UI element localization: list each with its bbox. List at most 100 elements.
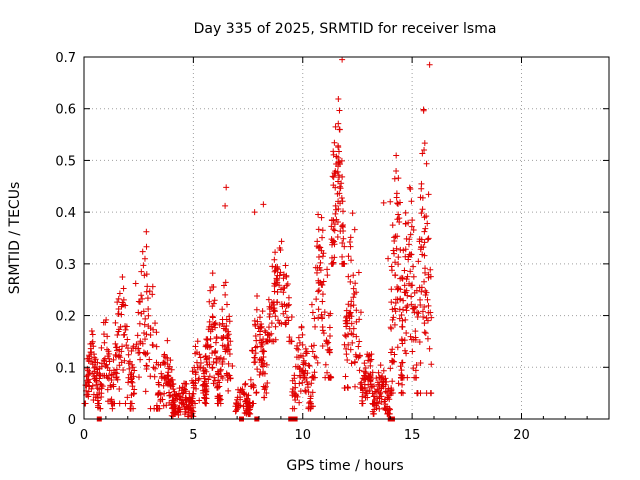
scatter-point: [237, 402, 244, 409]
scatter-point: [407, 231, 414, 238]
scatter-point: [408, 293, 415, 300]
scatter-point: [421, 146, 428, 153]
scatter-point: [147, 325, 154, 332]
scatter-point: [413, 374, 420, 381]
scatter-point: [144, 283, 151, 290]
scatter-point: [340, 228, 347, 235]
scatter-point: [311, 315, 318, 322]
scatter-point: [211, 374, 218, 381]
scatter-point: [289, 386, 296, 393]
scatter-point: [202, 353, 209, 360]
scatter-point: [273, 265, 280, 272]
scatter-point: [311, 369, 318, 376]
scatter-point: [155, 381, 162, 388]
scatter-point: [307, 398, 314, 405]
scatter-point: [141, 255, 148, 262]
scatter-point: [144, 295, 151, 302]
scatter-point: [373, 375, 380, 382]
scatter-point: [338, 180, 345, 187]
scatter-point: [253, 389, 260, 396]
scatter-point: [297, 373, 304, 380]
scatter-point: [110, 383, 117, 390]
scatter-point: [167, 357, 174, 364]
scatter-point: [356, 367, 363, 374]
scatter-point: [319, 298, 326, 305]
scatter-points: [81, 56, 435, 422]
y-tick-label: 0.3: [55, 258, 76, 273]
scatter-point: [302, 387, 309, 394]
scatter-point: [203, 400, 210, 407]
scatter-point: [90, 391, 97, 398]
scatter-point: [150, 364, 157, 371]
scatter-point: [205, 376, 212, 383]
scatter-point: [309, 309, 316, 316]
scatter-point: [314, 359, 321, 366]
scatter-point: [211, 377, 218, 384]
scatter-point: [345, 253, 352, 260]
scatter-point: [242, 380, 249, 387]
scatter-point: [421, 239, 428, 246]
scatter-point: [420, 244, 427, 251]
scatter-point: [412, 367, 419, 374]
scatter-point: [348, 313, 355, 320]
scatter-point: [387, 365, 394, 372]
scatter-point: [265, 324, 272, 331]
scatter-point: [333, 153, 340, 160]
scatter-point: [415, 310, 422, 317]
scatter-point: [365, 353, 372, 360]
scatter-point: [98, 344, 105, 351]
scatter-point: [171, 388, 178, 395]
scatter-point: [211, 320, 218, 327]
scatter-point: [91, 373, 98, 380]
scatter-point: [286, 334, 293, 341]
scatter-point: [277, 269, 284, 276]
scatter-point: [402, 246, 409, 253]
scatter-point: [129, 383, 136, 390]
scatter-point: [388, 357, 395, 364]
scatter-point: [344, 331, 351, 338]
scatter-point: [424, 335, 431, 342]
scatter-point: [307, 393, 314, 400]
scatter-point: [384, 403, 391, 410]
scatter-point: [308, 374, 315, 381]
scatter-point: [217, 366, 224, 373]
scatter-point: [104, 353, 111, 360]
scatter-point: [206, 373, 213, 380]
scatter-point: [334, 233, 341, 240]
scatter-point: [151, 373, 158, 380]
scatter-point: [136, 320, 143, 327]
scatter-point: [421, 214, 428, 221]
scatter-point: [258, 323, 265, 330]
scatter-point: [294, 342, 301, 349]
x-axis-label: GPS time / hours: [286, 458, 403, 474]
scatter-point: [209, 314, 216, 321]
scatter-point: [315, 314, 322, 321]
scatter-point: [315, 226, 322, 233]
scatter-point: [120, 296, 127, 303]
scatter-point: [137, 356, 144, 363]
scatter-point: [417, 360, 424, 367]
scatter-point: [351, 290, 358, 297]
scatter-point: [275, 317, 282, 324]
y-axis-label: SRMTID / TECUs: [7, 182, 23, 295]
scatter-point: [272, 263, 279, 270]
scatter-point: [317, 259, 324, 266]
scatter-point: [401, 282, 408, 289]
scatter-point: [418, 210, 425, 217]
scatter-point: [328, 217, 335, 224]
scatter-point: [388, 385, 395, 392]
scatter-point: [399, 323, 406, 330]
scatter-point: [368, 356, 375, 363]
scatter-point: [351, 226, 358, 233]
scatter-point: [373, 389, 380, 396]
scatter-point: [196, 364, 203, 371]
scatter-point: [395, 201, 402, 208]
scatter-point: [272, 249, 279, 256]
scatter-point: [140, 349, 147, 356]
scatter-point: [170, 399, 177, 406]
scatter-point: [141, 321, 148, 328]
scatter-point: [152, 365, 159, 372]
scatter-point: [223, 372, 230, 379]
scatter-point: [84, 355, 91, 362]
scatter-point: [93, 377, 100, 384]
